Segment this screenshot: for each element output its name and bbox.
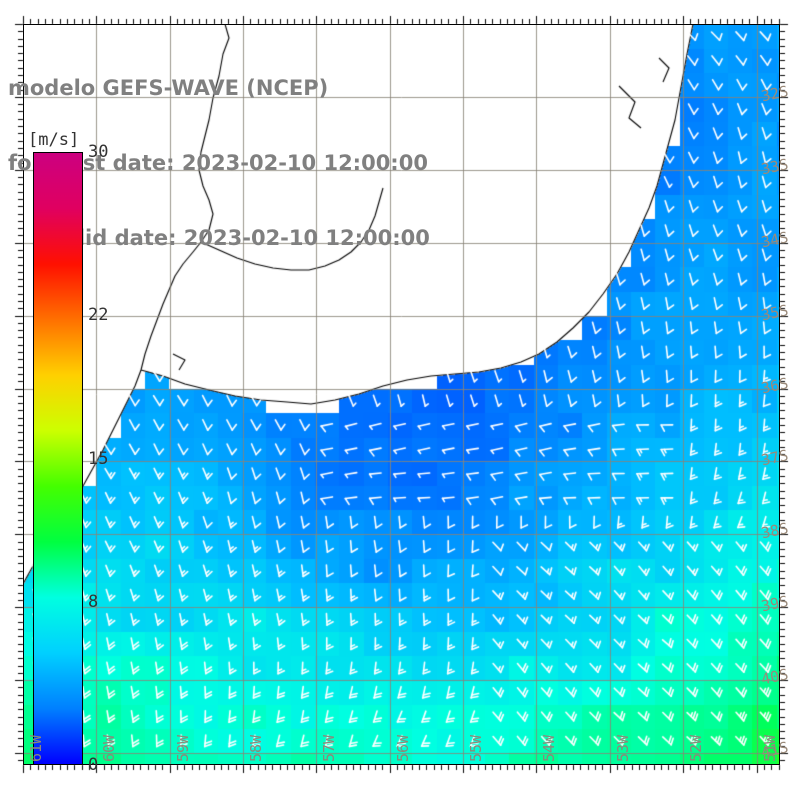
colorbar	[33, 152, 83, 765]
title-valid-date: valid date: 2023-02-10 12:00:00	[50, 226, 430, 250]
lon-label-53W: 53W	[613, 734, 632, 762]
lon-label-60W: 60W	[100, 734, 119, 762]
colorbar-tick-22: 22	[88, 305, 109, 326]
lon-label-58W: 58W	[247, 734, 266, 762]
colorbar-tick-8: 8	[88, 591, 99, 612]
lon-label-55W: 55W	[467, 734, 486, 762]
lon-label-52W: 52W	[687, 734, 706, 762]
lon-label-57W: 57W	[320, 734, 339, 762]
lon-label-56W: 56W	[393, 734, 412, 762]
title-model: modelo GEFS-WAVE (NCEP)	[8, 76, 329, 100]
title-forecast-date: forecast date: 2023-02-10 12:00:00	[8, 151, 428, 175]
colorbar-tick-15: 15	[88, 448, 109, 469]
colorbar-tick-30: 30	[88, 142, 109, 162]
lon-label-59W: 59W	[173, 734, 192, 762]
colorbar-unit-label: [m/s]	[28, 130, 80, 150]
lon-label-54W: 54W	[540, 734, 559, 762]
colorbar-gradient	[33, 152, 83, 765]
lon-label-51W: 51W	[760, 734, 779, 762]
lon-label-61W: 61W	[27, 734, 45, 762]
map-title: modelo GEFS-WAVE (NCEP) forecast date: 2…	[8, 26, 568, 301]
colorbar-tick-0: 0	[88, 755, 99, 775]
